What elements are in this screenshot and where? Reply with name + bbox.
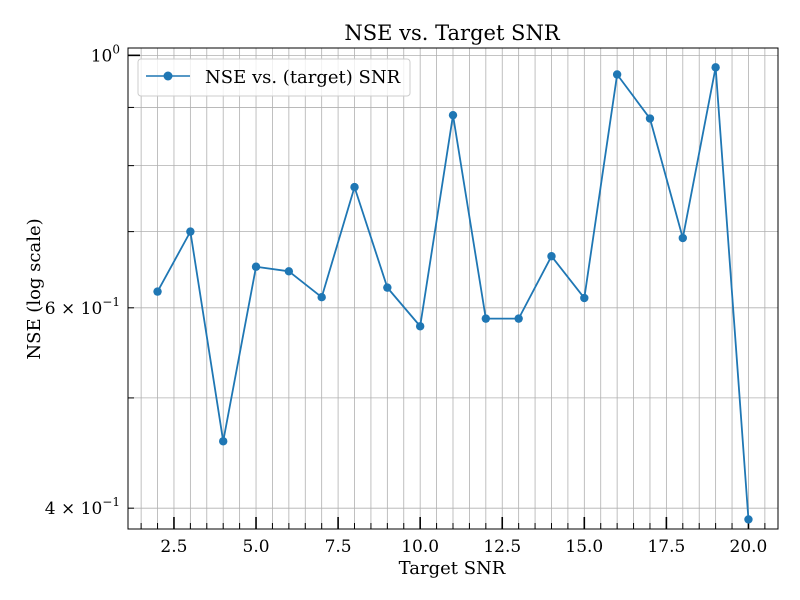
x-tick-label: 2.5 bbox=[160, 537, 187, 557]
y-tick-label: 6 × 10−1 bbox=[45, 295, 120, 319]
legend-label: NSE vs. (target) SNR bbox=[205, 67, 401, 88]
data-point bbox=[612, 70, 622, 79]
x-tick-label: 12.5 bbox=[483, 537, 521, 557]
data-point bbox=[350, 182, 359, 192]
data-point bbox=[514, 314, 523, 323]
data-point bbox=[711, 63, 720, 72]
data-point bbox=[251, 262, 261, 271]
data-point bbox=[317, 293, 326, 302]
x-tick-label: 20.0 bbox=[730, 537, 768, 557]
x-axis-label: Target SNR bbox=[399, 558, 506, 579]
y-tick-labels: 100 6 × 10−1 4 × 10−1 bbox=[45, 42, 120, 519]
data-point bbox=[547, 252, 556, 261]
x-tick-label: 15.0 bbox=[565, 537, 603, 557]
x-tick-labels: 2.5 5.0 7.5 10.0 12.5 15.0 17.5 20.0 bbox=[160, 537, 767, 557]
data-point bbox=[153, 287, 162, 296]
data-point bbox=[481, 314, 491, 323]
legend-box bbox=[137, 58, 411, 97]
y-tick-label: 4 × 10−1 bbox=[45, 495, 120, 519]
data-point bbox=[678, 233, 687, 243]
data-point bbox=[219, 437, 228, 446]
data-point bbox=[744, 515, 753, 524]
data-point bbox=[186, 227, 195, 236]
data-point bbox=[284, 267, 294, 276]
y-tick-label: 100 bbox=[91, 42, 120, 66]
legend: NSE vs. (target) SNR bbox=[137, 58, 411, 97]
data-point bbox=[580, 293, 589, 303]
x-tick-label: 10.0 bbox=[401, 537, 439, 557]
series-layer bbox=[153, 63, 753, 524]
data-point bbox=[645, 114, 655, 123]
data-point bbox=[448, 110, 458, 120]
x-tick-label: 17.5 bbox=[647, 537, 685, 557]
legend-marker-swatch bbox=[163, 71, 173, 81]
x-tick-label: 5.0 bbox=[243, 537, 270, 557]
data-point bbox=[415, 322, 425, 331]
data-point bbox=[383, 283, 392, 292]
y-axis-label: NSE (log scale) bbox=[24, 218, 45, 359]
x-tick-label: 7.5 bbox=[325, 537, 352, 557]
plot-frame bbox=[127, 47, 779, 530]
chart-title: NSE vs. Target SNR bbox=[344, 21, 560, 45]
